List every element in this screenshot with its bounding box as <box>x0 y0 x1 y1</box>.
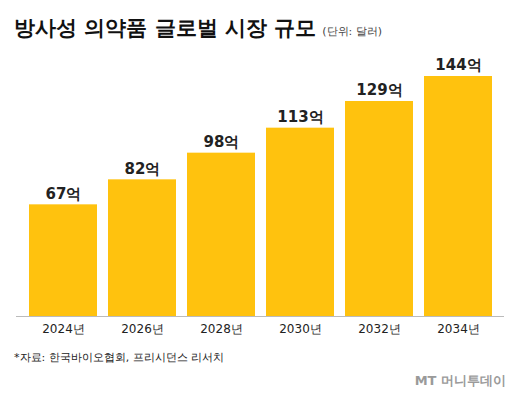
html-text:방사성 의약품 글로벌 시장 규모 (단위: 달러): 방사성 의약품 글로벌 시장 규모 (단위: 달러) <box>14 16 382 40</box>
svg-text:2030년: 2030년 <box>279 322 322 336</box>
svg-text:2028년: 2028년 <box>200 322 243 336</box>
svg-text:67억: 67억 <box>46 185 82 203</box>
svg-text:129억: 129억 <box>356 81 402 99</box>
svg-text:2024년: 2024년 <box>42 322 85 336</box>
svg-text:98억: 98억 <box>204 133 240 151</box>
svg-text:113억: 113억 <box>277 108 323 126</box>
svg-text:2034년: 2034년 <box>437 322 480 336</box>
svg-text:2032년: 2032년 <box>358 322 401 336</box>
svg-text:82억: 82억 <box>125 160 161 178</box>
svg-text:144억: 144억 <box>435 56 481 74</box>
svg-text:2026년: 2026년 <box>121 322 164 336</box>
html-text:MT 머니투데이: MT 머니투데이 <box>414 373 506 388</box>
html-text:*자료: 한국바이오협회, 프리시던스 리서치: *자료: 한국바이오협회, 프리시던스 리서치 <box>14 351 225 364</box>
